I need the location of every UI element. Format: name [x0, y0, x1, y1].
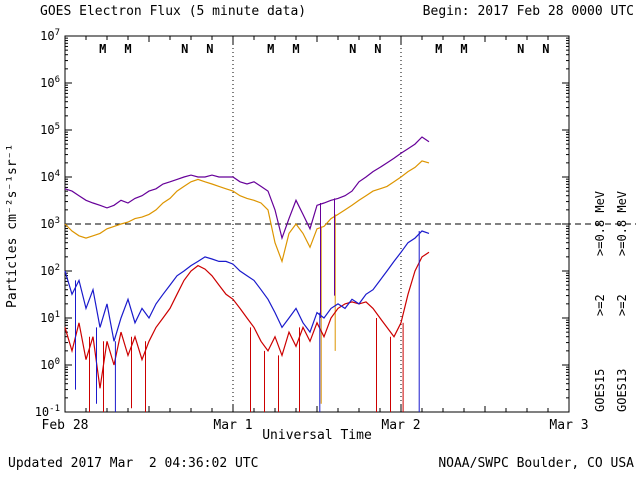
satellite-noon-marker: N — [349, 42, 356, 56]
chart-title: GOES Electron Flux (5 minute data) — [40, 4, 307, 19]
legend-satellite-label: GOES13 — [615, 369, 629, 412]
updated-timestamp: Updated 2017 Mar 2 04:36:02 UTC — [8, 456, 259, 471]
x-tick-label: Feb 28 — [42, 418, 89, 433]
begin-timestamp: Begin: 2017 Feb 28 0000 UTC — [422, 4, 634, 19]
y-tick-label: 104 — [40, 169, 60, 184]
satellite-midnight-marker: M — [124, 42, 131, 56]
y-tick-label: 103 — [40, 216, 60, 231]
x-tick-label: Mar 3 — [549, 418, 588, 433]
series-goes15-ge2mev — [64, 251, 430, 389]
y-tick-label: 100 — [40, 357, 60, 372]
satellite-midnight-marker: M — [460, 42, 467, 56]
legend-channel-label: >=0.8 MeV — [593, 191, 607, 256]
satellite-noon-marker: N — [542, 42, 549, 56]
y-tick-label: 105 — [40, 122, 60, 137]
satellite-midnight-marker: M — [435, 42, 442, 56]
y-tick-label: 10-1 — [35, 404, 60, 419]
series-goes15-ge08mev — [64, 160, 430, 264]
satellite-midnight-marker: M — [292, 42, 299, 56]
y-tick-label: 101 — [40, 310, 60, 325]
satellite-midnight-marker: M — [267, 42, 274, 56]
legend-channel-label: >=0.8 MeV — [615, 191, 629, 256]
satellite-noon-marker: N — [206, 42, 213, 56]
series-goes13-ge2mev — [64, 230, 430, 342]
legend-satellite-label: GOES15 — [593, 369, 607, 412]
x-tick-label: Mar 1 — [213, 418, 252, 433]
legend-channel-label: >=2 — [615, 294, 629, 316]
series-goes13-ge08mev — [64, 136, 430, 241]
legend-channel-label: >=2 — [593, 294, 607, 316]
satellite-noon-marker: N — [517, 42, 524, 56]
x-axis-title: Universal Time — [262, 428, 372, 443]
y-tick-label: 107 — [40, 28, 60, 43]
satellite-noon-marker: N — [374, 42, 381, 56]
y-tick-label: 102 — [40, 263, 60, 278]
y-tick-label: 106 — [40, 75, 60, 90]
x-tick-label: Mar 2 — [381, 418, 420, 433]
credit-text: NOAA/SWPC Boulder, CO USA — [438, 456, 634, 471]
satellite-midnight-marker: M — [99, 42, 106, 56]
y-axis-title: Particles cm⁻²s⁻¹sr⁻¹ — [5, 143, 20, 308]
satellite-noon-marker: N — [181, 42, 188, 56]
